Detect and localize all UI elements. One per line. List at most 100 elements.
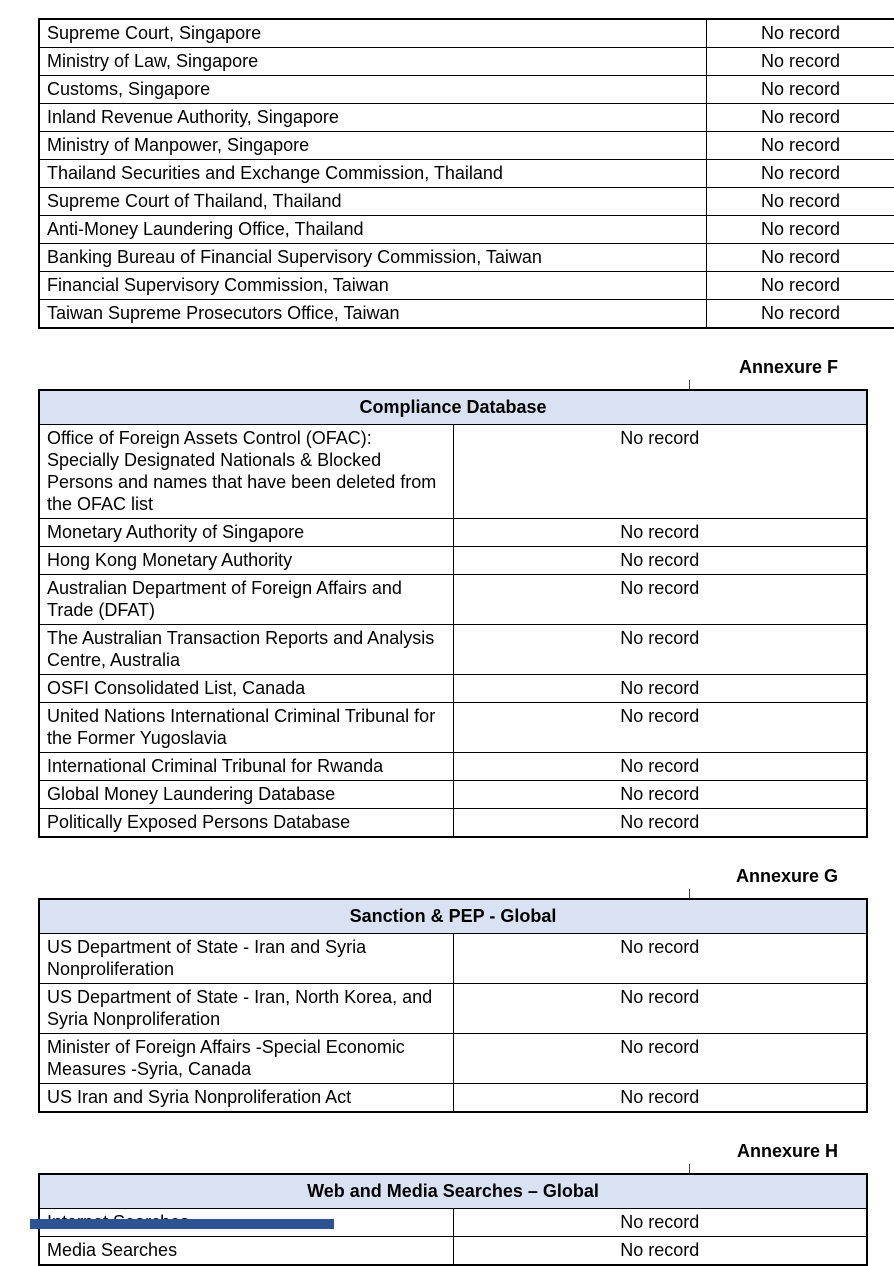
result-cell: No record [453, 675, 867, 703]
result-cell: No record [453, 809, 867, 838]
table-row: Taiwan Supreme Prosecutors Office, Taiwa… [39, 300, 894, 329]
result-cell: No record [453, 519, 867, 547]
sanction-pep-global-table: Sanction & PEP - Global US Department of… [38, 898, 868, 1113]
result-cell: No record [707, 132, 894, 160]
top-margin [38, 0, 868, 18]
table-row: United Nations International Criminal Tr… [39, 703, 867, 753]
section-sanction-pep-global: Sanction & PEP - Global US Department of… [38, 898, 868, 1113]
result-cell: No record [453, 1209, 867, 1237]
result-cell: No record [707, 272, 894, 300]
result-cell: No record [453, 547, 867, 575]
column-divider-tick [689, 1164, 690, 1173]
source-cell: Office of Foreign Assets Control (OFAC):… [39, 425, 453, 519]
result-cell: No record [453, 425, 867, 519]
result-cell: No record [453, 1084, 867, 1113]
source-cell: US Department of State - Iran, North Kor… [39, 984, 453, 1034]
column-divider-tick [689, 380, 690, 389]
table-row: Minister of Foreign Affairs -Special Eco… [39, 1034, 867, 1084]
result-cell: No record [707, 300, 894, 329]
result-cell: No record [707, 244, 894, 272]
table-row: Office of Foreign Assets Control (OFAC):… [39, 425, 867, 519]
result-cell: No record [453, 984, 867, 1034]
result-cell: No record [707, 19, 894, 48]
result-cell: No record [707, 216, 894, 244]
annexure-label-f: Annexure F [38, 357, 868, 378]
annexure-label-g: Annexure G [38, 866, 868, 887]
compliance-database-table: Compliance Database Office of Foreign As… [38, 389, 868, 838]
result-cell: No record [453, 781, 867, 809]
source-cell: United Nations International Criminal Tr… [39, 703, 453, 753]
annexure-label-h: Annexure H [38, 1141, 868, 1162]
result-cell: No record [453, 575, 867, 625]
table-row: The Australian Transaction Reports and A… [39, 625, 867, 675]
result-cell: No record [453, 1237, 867, 1266]
result-cell: No record [453, 625, 867, 675]
table-row: Australian Department of Foreign Affairs… [39, 575, 867, 625]
source-cell: Banking Bureau of Financial Supervisory … [39, 244, 707, 272]
table-header-row: Compliance Database [39, 390, 867, 425]
result-cell: No record [707, 76, 894, 104]
table-row: Banking Bureau of Financial Supervisory … [39, 244, 894, 272]
table-row: US Department of State - Iran and Syria … [39, 934, 867, 984]
result-cell: No record [453, 1034, 867, 1084]
result-cell: No record [707, 48, 894, 76]
source-cell: Australian Department of Foreign Affairs… [39, 575, 453, 625]
source-cell: Taiwan Supreme Prosecutors Office, Taiwa… [39, 300, 707, 329]
table-row: US Department of State - Iran, North Kor… [39, 984, 867, 1034]
source-cell: Thailand Securities and Exchange Commiss… [39, 160, 707, 188]
source-cell: Politically Exposed Persons Database [39, 809, 453, 838]
table-title: Sanction & PEP - Global [39, 899, 867, 934]
result-cell: No record [453, 703, 867, 753]
table-row: Financial Supervisory Commission, Taiwan… [39, 272, 894, 300]
table-header-row: Web and Media Searches – Global [39, 1174, 867, 1209]
column-divider-tick [689, 889, 690, 898]
source-cell: Ministry of Law, Singapore [39, 48, 707, 76]
source-cell: International Criminal Tribunal for Rwan… [39, 753, 453, 781]
source-cell: Anti-Money Laundering Office, Thailand [39, 216, 707, 244]
source-cell: Inland Revenue Authority, Singapore [39, 104, 707, 132]
source-cell: Supreme Court of Thailand, Thailand [39, 188, 707, 216]
result-cell: No record [707, 188, 894, 216]
result-cell: No record [453, 934, 867, 984]
source-cell: Financial Supervisory Commission, Taiwan [39, 272, 707, 300]
result-cell: No record [707, 104, 894, 132]
source-cell: Global Money Laundering Database [39, 781, 453, 809]
source-cell: Minister of Foreign Affairs -Special Eco… [39, 1034, 453, 1084]
result-cell: No record [453, 753, 867, 781]
source-cell: US Iran and Syria Nonproliferation Act [39, 1084, 453, 1113]
source-cell: US Department of State - Iran and Syria … [39, 934, 453, 984]
footer-accent-bar [30, 1219, 334, 1229]
table-header-row: Sanction & PEP - Global [39, 899, 867, 934]
source-cell: OSFI Consolidated List, Canada [39, 675, 453, 703]
table-row: Thailand Securities and Exchange Commiss… [39, 160, 894, 188]
source-cell: The Australian Transaction Reports and A… [39, 625, 453, 675]
table-title: Compliance Database [39, 390, 867, 425]
table-title: Web and Media Searches – Global [39, 1174, 867, 1209]
source-cell: Media Searches [39, 1237, 453, 1266]
source-cell: Monetary Authority of Singapore [39, 519, 453, 547]
section-compliance-database: Compliance Database Office of Foreign As… [38, 389, 868, 838]
source-cell: Customs, Singapore [39, 76, 707, 104]
source-cell: Supreme Court, Singapore [39, 19, 707, 48]
table-row: International Criminal Tribunal for Rwan… [39, 753, 867, 781]
source-cell: Hong Kong Monetary Authority [39, 547, 453, 575]
report-page: Supreme Court, Singapore No record Ministr… [38, 0, 868, 1266]
result-cell: No record [707, 160, 894, 188]
source-cell: Ministry of Manpower, Singapore [39, 132, 707, 160]
